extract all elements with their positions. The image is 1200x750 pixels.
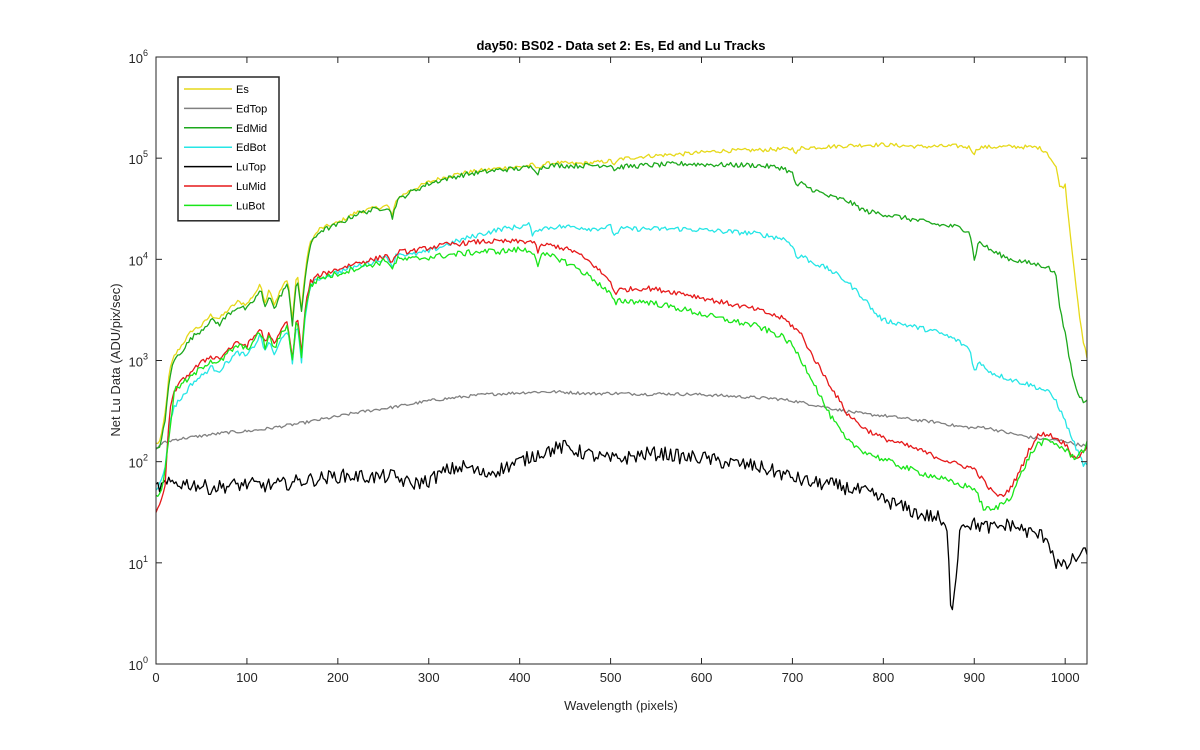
series-line-es — [155, 142, 1088, 445]
y-tick-label: 100 — [129, 655, 148, 673]
y-tick-label: 101 — [129, 554, 148, 572]
legend-label-lubot: LuBot — [236, 200, 265, 212]
x-tick-label: 200 — [327, 670, 349, 685]
legend-label-edbot: EdBot — [236, 142, 266, 154]
x-tick-label: 300 — [418, 670, 440, 685]
chart-title: day50: BS02 - Data set 2: Es, Ed and Lu … — [476, 38, 765, 53]
legend-box — [177, 76, 280, 222]
x-tick-label: 0 — [152, 670, 159, 685]
x-tick-label: 100 — [236, 670, 258, 685]
series-line-lubot — [155, 246, 1088, 511]
legend: Es EdTop EdMid EdBot LuTop LuMid LuBot — [177, 76, 280, 222]
series-line-lumid — [155, 238, 1088, 513]
legend-label-lumid: LuMid — [236, 181, 266, 193]
series-line-edtop — [155, 390, 1088, 450]
y-axis-label: Net Lu Data (ADU/pix/sec) — [108, 283, 123, 436]
x-tick-label: 900 — [963, 670, 985, 685]
ticks-layer: 0 100 200 300 400 500 600 700 800 900 1000 100 101 10… — [129, 48, 1087, 685]
plot-area — [156, 57, 1087, 664]
series-line-edbot — [155, 222, 1088, 491]
legend-label-edtop: EdTop — [236, 103, 267, 115]
series-line-lutop — [155, 439, 1088, 611]
legend-label-lutop: LuTop — [236, 162, 266, 174]
y-tick-label: 105 — [129, 149, 148, 167]
x-tick-label: 800 — [872, 670, 894, 685]
legend-label-es: Es — [236, 84, 249, 96]
series-line-edmid — [155, 160, 1088, 449]
legend-label-edmid: EdMid — [236, 123, 267, 135]
y-tick-label: 104 — [129, 250, 148, 268]
series-layer — [155, 142, 1088, 611]
y-tick-label: 106 — [129, 48, 148, 66]
x-tick-label: 700 — [782, 670, 804, 685]
x-tick-label: 600 — [691, 670, 713, 685]
x-axis-label: Wavelength (pixels) — [564, 698, 678, 713]
x-tick-label: 1000 — [1051, 670, 1080, 685]
y-tick-label: 103 — [129, 352, 148, 370]
y-tick-label: 102 — [129, 453, 148, 471]
x-tick-label: 400 — [509, 670, 531, 685]
x-tick-label: 500 — [600, 670, 622, 685]
